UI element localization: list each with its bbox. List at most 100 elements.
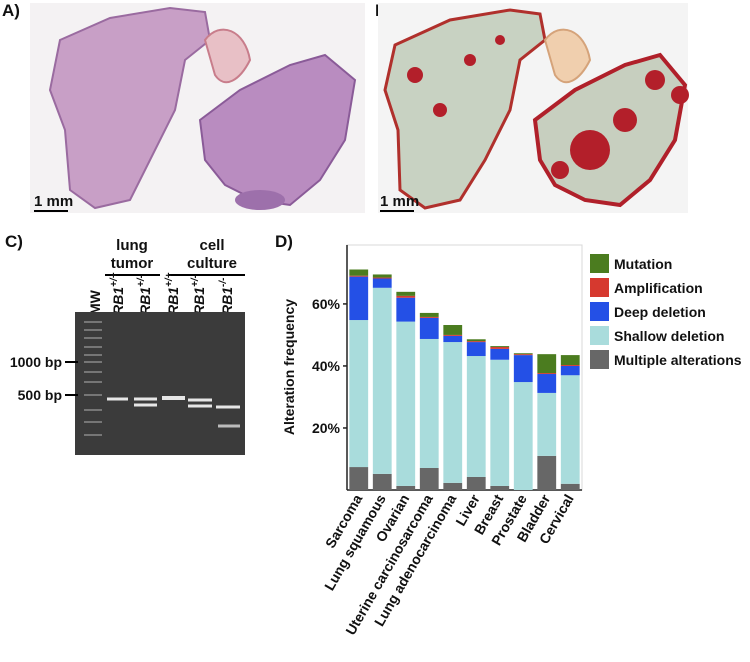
bar-segment [419,316,439,318]
legend-swatch [590,254,609,273]
tissue [235,190,285,210]
highlight-regions [407,35,689,179]
bar-segment [443,325,463,335]
bar-segment [560,483,580,490]
bar-segment [560,375,580,484]
bar-segment [490,346,510,348]
legend-swatch [590,278,609,297]
lane-labels: RB1+/+RB1+/-RB1+/+RB1+/-RB1-/- [109,272,235,315]
bar-segment [560,365,580,366]
gene: RB1 [191,287,207,315]
bar-segment [490,359,510,486]
legend-swatch [590,350,609,369]
bar-segment [419,467,439,490]
bar-segment [396,291,416,296]
lane-label: RB1+/+ [164,272,181,315]
tissue [203,28,252,84]
bar-segment [372,287,392,474]
marker-label: 1000 bp [10,354,62,370]
bar-segment [396,321,416,486]
y-tick-label: 20% [312,420,341,436]
lane-label: MW [87,289,103,315]
lane-label: RB1+/- [190,274,207,315]
bar-segment [349,269,369,276]
genotype: +/+ [109,272,120,287]
ladder [84,321,102,436]
bar-segment [349,275,369,277]
bar-segment [513,382,533,490]
gel-bands [107,396,240,428]
marker-label: 500 bp [18,387,62,403]
legend-label: Multiple alterations [614,352,742,368]
tissue [48,6,212,210]
bar-segment [396,485,416,490]
bar-segment [466,476,486,490]
panel-label: A) [2,1,20,20]
group-label: lung [116,237,148,254]
panel-label: C) [5,232,23,251]
bar-segment [419,317,439,339]
bar-segment [349,276,369,321]
bar-segment [372,473,392,490]
bar-segment [419,312,439,317]
bar-segment [443,334,463,336]
group-label: tumor [111,255,154,272]
bar-segment [466,339,486,342]
bar-segment [443,335,463,343]
scale-label: 1 mm [380,193,419,210]
bar-segment [537,354,557,374]
lane-label: RB1-/- [218,277,235,315]
y-tick-label: 40% [312,358,341,374]
bar-segment [372,278,392,288]
bar-segment [490,485,510,490]
bar-segment [372,274,392,278]
bar-segment [537,373,557,375]
genotype: -/- [218,277,229,287]
bar-segment [490,347,510,349]
lane-label: RB1+/- [136,274,153,315]
bar-segment [513,355,533,383]
bar-segment [537,392,557,456]
bar-segment [349,467,369,490]
bar-segment [466,341,486,343]
y-axis-label: Alteration frequency [281,299,297,435]
gene: RB1 [165,287,181,315]
bar-segment [560,355,580,366]
bar-segment [349,320,369,468]
legend-swatch [590,326,609,345]
bar-segment [466,342,486,357]
bar-segment [513,354,533,356]
group-label: cell [199,237,224,254]
legend-label: Shallow deletion [614,328,724,344]
lane-label: RB1+/+ [109,272,126,315]
gene: RB1 [137,287,153,315]
bar-segment [419,338,439,468]
bar-segment [443,482,463,490]
bar-segment [490,348,510,360]
legend-label: Deep deletion [614,304,706,320]
genotype: +/- [190,274,201,287]
bar-segment [560,365,580,376]
bar-segment [372,277,392,279]
panel-label: D) [275,232,293,251]
gel-image [75,312,245,455]
tissue [532,52,688,208]
bar-segment [443,342,463,483]
bar-segment [537,455,557,490]
legend-swatch [590,302,609,321]
tissue [543,28,592,84]
group-label: culture [187,255,237,272]
gene: RB1 [110,287,126,315]
bar-segment [537,374,557,393]
scale-label: 1 mm [34,193,73,210]
y-tick-label: 60% [312,296,341,312]
gene: RB1 [219,287,235,315]
bar-segment [396,295,416,298]
genotype: +/- [136,274,147,287]
legend-label: Amplification [614,280,703,296]
genotype: +/+ [164,272,175,287]
bar-segment [513,353,533,355]
bar-segment [466,356,486,477]
